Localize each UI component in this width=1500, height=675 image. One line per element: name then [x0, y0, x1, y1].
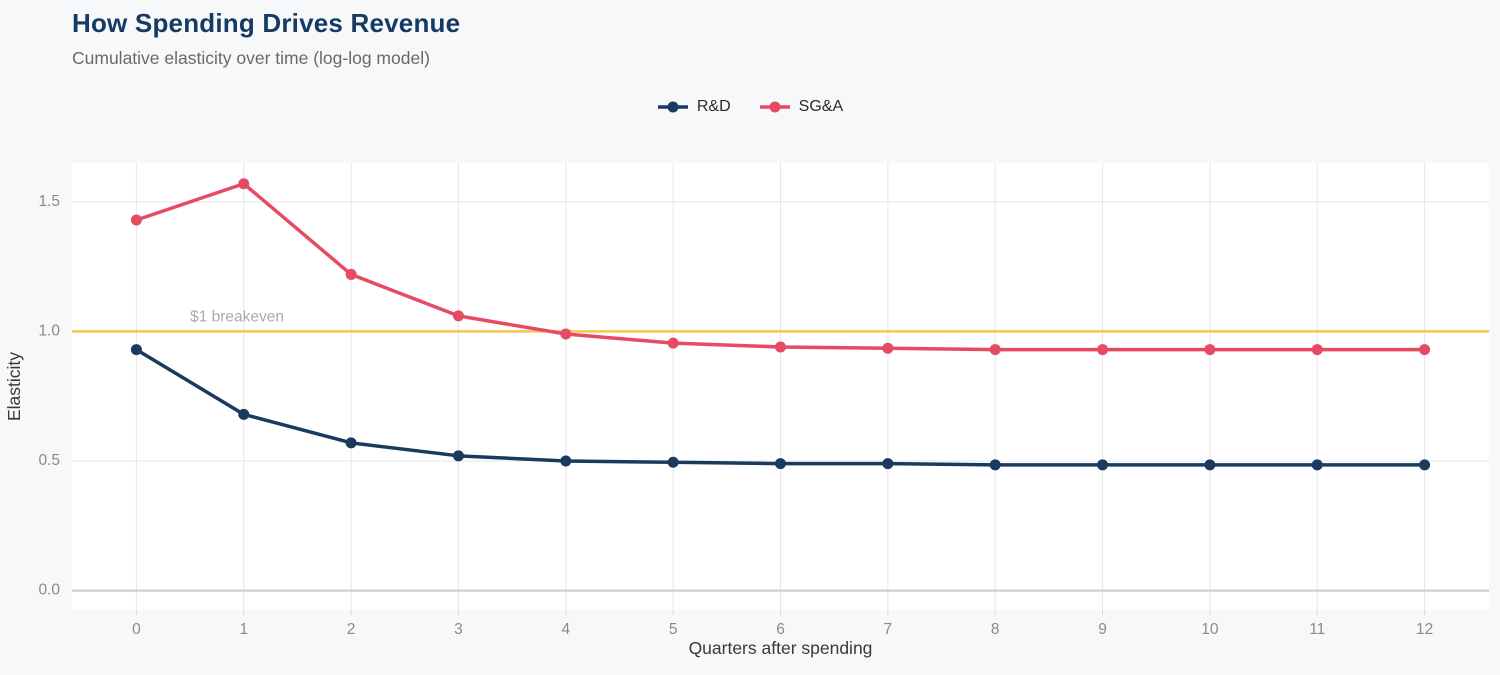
sga-marker [560, 328, 572, 340]
rd-marker [882, 458, 894, 470]
sga-marker [1419, 344, 1431, 356]
sga-marker [1097, 344, 1109, 356]
x-tick-label: 1 [239, 621, 248, 638]
x-tick-label: 9 [1098, 621, 1107, 638]
sga-marker [989, 344, 1001, 356]
x-tick-label: 7 [884, 621, 893, 638]
x-tick-label: 0 [132, 621, 141, 638]
y-tick-label: 0.0 [38, 582, 60, 599]
sga-marker [667, 337, 679, 349]
rd-marker [560, 455, 572, 467]
y-tick-label: 1.0 [38, 323, 60, 340]
y-tick-label: 0.5 [38, 452, 60, 469]
sga-marker [1204, 344, 1216, 356]
rd-marker [1097, 459, 1109, 471]
legend: R&D SG&A [0, 98, 1500, 116]
x-tick-label: 5 [669, 621, 678, 638]
legend-label-sga: SG&A [798, 98, 844, 115]
sga-marker [1311, 344, 1323, 356]
rd-marker [452, 450, 464, 462]
x-tick-label: 11 [1309, 621, 1325, 638]
chart-subtitle: Cumulative elasticity over time (log-log… [72, 48, 430, 68]
rd-marker [130, 344, 142, 356]
rd-marker [775, 458, 786, 470]
sga-marker [452, 310, 464, 322]
y-tick-label: 1.5 [38, 193, 60, 210]
x-tick-label: 10 [1201, 621, 1219, 638]
sga-marker [238, 178, 250, 190]
rd-marker [345, 437, 357, 449]
rd-legend-marker-icon [657, 101, 688, 113]
legend-item-rd[interactable]: R&D [657, 98, 731, 116]
rd-marker [667, 456, 679, 468]
x-tick-label: 2 [347, 621, 356, 638]
sga-marker [775, 341, 786, 353]
legend-item-sga[interactable]: SG&A [759, 98, 843, 116]
rd-marker [238, 408, 250, 420]
chart-title: How Spending Drives Revenue [72, 8, 461, 38]
sga-legend-marker-icon [759, 101, 790, 113]
y-axis-title: Elasticity [4, 352, 24, 421]
sga-marker [882, 342, 894, 354]
sga-marker [130, 214, 142, 226]
x-tick-label: 12 [1416, 621, 1433, 638]
x-tick-label: 6 [776, 621, 785, 638]
rd-marker [1419, 459, 1431, 471]
x-axis-title: Quarters after spending [689, 638, 873, 658]
rd-marker [1311, 459, 1323, 471]
x-tick-label: 8 [991, 621, 1000, 638]
rd-marker [989, 459, 1001, 471]
x-tick-label: 3 [454, 621, 463, 638]
breakeven-annotation: $1 breakeven [190, 308, 284, 325]
rd-marker [1204, 459, 1216, 471]
sga-marker [345, 268, 357, 280]
legend-label-rd: R&D [696, 98, 731, 115]
x-tick-label: 4 [561, 621, 570, 638]
